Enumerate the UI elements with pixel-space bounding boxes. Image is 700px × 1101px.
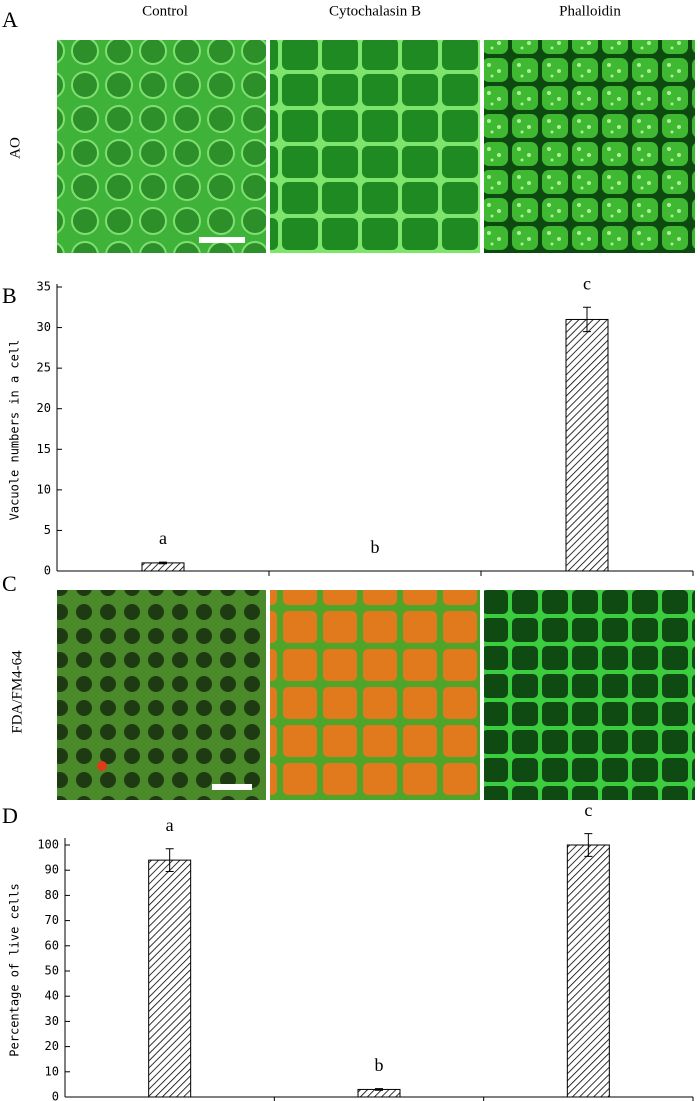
column-header: Phalloidin bbox=[559, 3, 621, 19]
significance-label: c bbox=[584, 800, 592, 820]
panel-label: C bbox=[2, 571, 17, 596]
column-header: Control bbox=[142, 3, 188, 19]
y-tick-label: 90 bbox=[45, 863, 59, 877]
y-tick-label: 0 bbox=[52, 1090, 59, 1101]
y-axis-label: Percentage of live cells bbox=[8, 883, 22, 1056]
scale-bar bbox=[199, 237, 245, 243]
y-tick-label: 40 bbox=[45, 989, 59, 1003]
column-header: Cytochalasin B bbox=[329, 3, 421, 19]
micrograph bbox=[270, 40, 480, 253]
cell-spot bbox=[97, 761, 107, 771]
y-tick-label: 100 bbox=[37, 838, 59, 852]
scale-bar bbox=[212, 784, 252, 790]
significance-label: c bbox=[583, 273, 591, 293]
significance-label: b bbox=[371, 537, 380, 557]
y-tick-label: 5 bbox=[44, 523, 51, 537]
error-bar bbox=[159, 561, 167, 565]
y-tick-label: 50 bbox=[45, 964, 59, 978]
bar bbox=[565, 318, 609, 572]
micrograph bbox=[270, 590, 480, 800]
significance-label: a bbox=[166, 815, 174, 835]
y-tick-label: 35 bbox=[37, 280, 51, 294]
row-label: AO bbox=[7, 137, 23, 159]
y-tick-label: 30 bbox=[37, 320, 51, 334]
significance-label: b bbox=[375, 1055, 384, 1075]
error-bar bbox=[583, 306, 591, 333]
error-bar bbox=[375, 1088, 383, 1091]
panel-label: B bbox=[2, 283, 17, 308]
y-tick-label: 70 bbox=[45, 913, 59, 927]
micrograph bbox=[57, 40, 266, 253]
error-bar bbox=[584, 833, 593, 857]
y-tick-label: 10 bbox=[45, 1064, 59, 1078]
micrograph bbox=[484, 590, 695, 800]
micrograph bbox=[57, 590, 266, 800]
y-tick-label: 20 bbox=[37, 401, 51, 415]
bar bbox=[566, 844, 610, 1098]
y-tick-label: 25 bbox=[37, 361, 51, 375]
y-tick-label: 80 bbox=[45, 888, 59, 902]
error-bar bbox=[165, 848, 174, 872]
y-tick-label: 15 bbox=[37, 442, 51, 456]
bar bbox=[148, 859, 192, 1098]
significance-label: a bbox=[159, 528, 167, 548]
row-label: FDA/FM4-64 bbox=[9, 650, 25, 734]
y-tick-label: 30 bbox=[45, 1014, 59, 1028]
y-tick-label: 0 bbox=[44, 564, 51, 578]
micrograph bbox=[484, 40, 695, 253]
y-tick-label: 20 bbox=[45, 1039, 59, 1053]
panel-label: A bbox=[2, 7, 18, 32]
y-tick-label: 10 bbox=[37, 482, 51, 496]
y-axis-label: Vacuole numbers in a cell bbox=[8, 340, 22, 521]
panel-label: D bbox=[2, 803, 18, 828]
y-tick-label: 60 bbox=[45, 938, 59, 952]
